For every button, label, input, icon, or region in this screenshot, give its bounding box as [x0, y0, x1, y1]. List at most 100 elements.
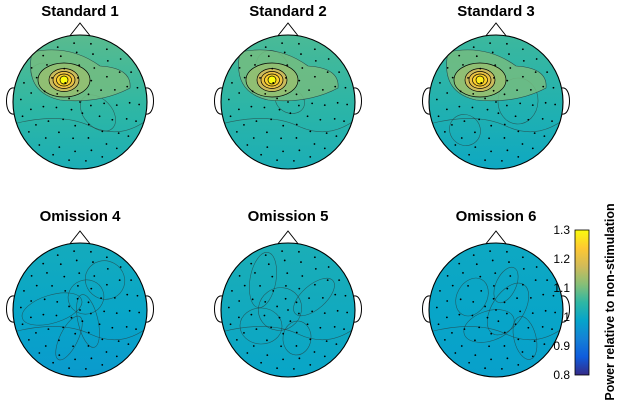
electrode-marker: [250, 262, 253, 265]
electrode-marker: [266, 339, 268, 342]
electrode-marker: [70, 316, 73, 319]
electrode-marker: [238, 316, 240, 319]
electrode-marker: [451, 332, 453, 334]
electrode-marker: [90, 287, 93, 290]
electrode-marker: [38, 144, 41, 146]
electrode-marker: [308, 297, 310, 300]
colorbar-tick-label: 1.3: [553, 223, 570, 237]
electrode-marker: [446, 274, 449, 277]
electrode-marker: [503, 345, 506, 347]
nose-outline: [276, 22, 300, 38]
electrode-marker: [235, 338, 238, 341]
electrode-marker: [314, 283, 316, 286]
electrode-marker: [281, 250, 283, 253]
electrode-marker: [101, 363, 104, 366]
electrode-marker: [138, 103, 141, 106]
electrode-marker: [87, 93, 90, 96]
electrode-marker: [494, 272, 497, 274]
electrode-marker: [325, 340, 328, 343]
electrode-marker: [128, 309, 131, 312]
electrode-marker: [484, 367, 486, 370]
electrode-marker: [484, 159, 486, 162]
electrode-marker: [311, 310, 314, 313]
electrode-marker: [486, 316, 489, 319]
contour-line: [239, 307, 283, 345]
electrode-marker: [106, 75, 108, 78]
electrode-marker: [89, 104, 92, 107]
nose-outline: [68, 230, 92, 246]
electrode-marker: [59, 263, 62, 266]
electrode-marker: [323, 104, 326, 106]
electrode-marker: [263, 106, 266, 109]
electrode-marker: [72, 137, 74, 140]
electrode-marker: [527, 118, 530, 121]
electrode-marker: [35, 332, 37, 334]
electrode-marker: [544, 101, 547, 104]
electrode-marker: [506, 357, 509, 360]
nose-outline: [484, 22, 508, 38]
electrode-marker: [490, 150, 492, 153]
electrode-marker: [56, 300, 59, 303]
electrode-marker: [105, 143, 108, 145]
left-ear-outline: [6, 295, 15, 323]
contour-line: [21, 292, 83, 326]
electrode-marker: [270, 118, 273, 121]
electrode-marker: [289, 320, 292, 323]
electrode-marker: [446, 300, 449, 302]
right-ear-outline: [561, 87, 570, 115]
electrode-marker: [259, 76, 261, 79]
electrode-marker: [101, 130, 104, 133]
nose-outline: [484, 230, 508, 246]
electrode-marker: [23, 82, 25, 84]
panel-title-standard-3: Standard 3: [457, 3, 535, 20]
colorbar-tick-label: 0.9: [553, 339, 570, 353]
electrode-marker: [90, 357, 93, 360]
electrode-marker: [346, 311, 349, 314]
electrode-marker: [254, 64, 256, 66]
electrode-marker: [551, 120, 553, 122]
electrode-marker: [300, 261, 302, 263]
electrode-marker: [81, 112, 84, 115]
electrode-marker: [298, 287, 301, 290]
electrode-marker: [229, 115, 232, 118]
electrode-marker: [517, 363, 520, 366]
electrode-marker: [488, 137, 490, 140]
electrode-marker: [458, 54, 461, 57]
electrode-marker: [263, 314, 266, 317]
electrode-marker: [278, 316, 281, 319]
electrode-marker: [79, 101, 81, 103]
electrode-marker: [516, 297, 518, 300]
electrode-marker: [459, 90, 462, 93]
electrode-marker: [458, 313, 461, 316]
electrode-marker: [327, 266, 330, 268]
electrode-marker: [286, 272, 289, 274]
electrode-marker: [293, 159, 295, 162]
electrode-marker: [521, 256, 524, 259]
electrode-marker: [58, 354, 61, 357]
electrode-marker: [314, 59, 317, 62]
electrode-marker: [42, 105, 45, 108]
electrode-marker: [437, 323, 440, 326]
contour-line: [463, 309, 515, 343]
electrode-marker: [43, 90, 46, 93]
electrode-marker: [70, 108, 73, 111]
electrode-marker: [42, 54, 45, 57]
electrode-marker: [474, 339, 476, 342]
electrode-marker: [111, 326, 114, 329]
left-ear-outline: [214, 295, 223, 323]
electrode-marker: [106, 59, 109, 62]
electrode-marker: [346, 103, 349, 106]
electrode-marker: [446, 92, 449, 94]
electrode-marker: [19, 98, 22, 101]
contour-line: [429, 118, 563, 133]
electrode-marker: [235, 130, 238, 133]
electrode-marker: [289, 112, 292, 115]
electrode-marker: [68, 305, 71, 308]
contour-line: [84, 260, 126, 300]
electrode-marker: [278, 108, 281, 111]
contour-line: [493, 266, 519, 304]
electrode-marker: [475, 55, 478, 58]
contour-line: [221, 326, 355, 341]
electrode-marker: [276, 97, 279, 100]
electrode-marker: [101, 155, 104, 158]
